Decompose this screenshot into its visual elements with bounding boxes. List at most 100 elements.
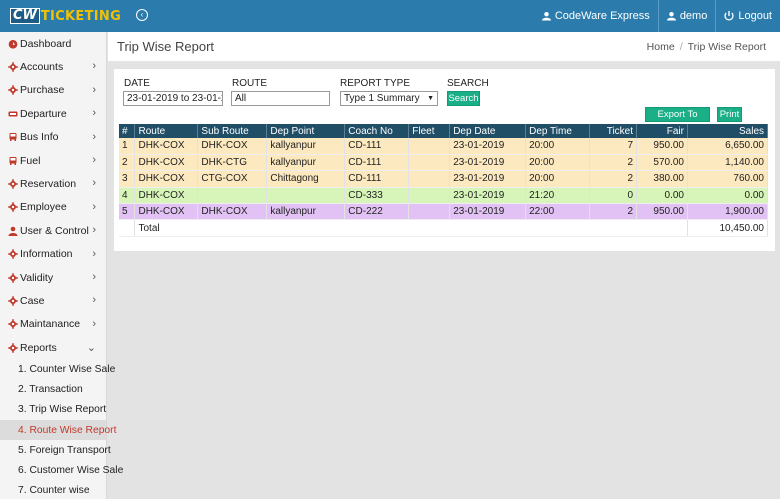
column-header[interactable]: Sales — [687, 124, 769, 138]
table-cell: 0.00 — [687, 187, 769, 205]
user-menu[interactable]: demo — [657, 0, 716, 32]
table-row: 3 DHK-COX CTG-COX Chittagong CD-111 23-01-201… — [119, 170, 769, 188]
sidebar-item-case[interactable]: Case › — [0, 289, 106, 312]
breadcrumb: Home / Trip Wise Report — [647, 41, 766, 53]
sidebar-subitem[interactable]: 5. Foreign Transport — [18, 444, 111, 456]
table-row: 1 DHK-COX DHK-COX kallyanpur CD-111 23-01-201… — [119, 138, 769, 155]
total-label: Total — [134, 219, 688, 237]
chevron-right-icon: › — [92, 177, 96, 190]
table-cell: DHK-CTG — [197, 154, 268, 172]
sidebar-item-purchase[interactable]: Purchase › — [0, 79, 106, 102]
table-cell: 2 — [589, 170, 638, 188]
table-cell: CD-222 — [344, 203, 410, 221]
sidebar-subitem[interactable]: 7. Counter wise — [18, 485, 90, 497]
sidebar-item-label: Case — [20, 294, 45, 307]
logout-label: Logout — [738, 10, 772, 22]
table-cell: 2 — [589, 203, 638, 221]
sidebar-item-bus-info[interactable]: Bus Info › — [0, 126, 106, 149]
column-header[interactable]: Route — [134, 124, 199, 138]
table-cell: 23-01-2019 — [449, 154, 527, 172]
company-menu[interactable]: CodeWare Express — [534, 0, 658, 32]
column-header[interactable]: Coach No — [344, 124, 410, 138]
search-label: SEARCH — [447, 78, 489, 89]
sidebar-item-accounts[interactable]: Accounts › — [0, 55, 106, 78]
sidebar-item-dashboard[interactable]: Dashboard — [0, 32, 106, 55]
sidebar-item-label: Employee — [20, 201, 67, 214]
app-logo[interactable]: CW TICKETING — [10, 7, 121, 25]
total-sales: 10,450.00 — [687, 219, 769, 237]
breadcrumb-separator: / — [679, 41, 683, 53]
route-label: ROUTE — [232, 78, 267, 89]
table-cell: CD-333 — [344, 187, 410, 205]
sidebar-item-validity[interactable]: Validity › — [0, 266, 106, 289]
table-cell: DHK-COX — [134, 187, 199, 205]
table-cell — [408, 154, 451, 172]
company-name: CodeWare Express — [554, 10, 650, 22]
table-row: 2 DHK-COX DHK-CTG kallyanpur CD-111 23-01-201… — [119, 154, 769, 172]
table-cell — [408, 187, 451, 205]
column-header[interactable]: Fleet — [408, 124, 451, 138]
sidebar-subitem[interactable]: 2. Transaction — [18, 384, 83, 396]
search-button[interactable]: Search — [447, 91, 480, 106]
table-cell: 950.00 — [636, 203, 688, 221]
trip-report-table: # Route Sub Route Dep Point Coach No Fleet Dep… — [119, 124, 769, 237]
table-row: 4 DHK-COX CD-333 23-01-2019 21:20 0 0.00 0.00 — [119, 187, 769, 205]
column-header[interactable]: # — [119, 124, 136, 138]
table-cell: 950.00 — [636, 138, 688, 155]
sidebar-item-departure[interactable]: Departure › — [0, 102, 106, 125]
sidebar-subitem[interactable]: 6. Customer Wise Sale — [18, 465, 124, 476]
sidebar-item-reservation[interactable]: Reservation › — [0, 172, 106, 195]
print-button[interactable]: Print — [717, 107, 742, 122]
sidebar-item-information[interactable]: Information › — [0, 243, 106, 266]
table-cell: 1,900.00 — [687, 203, 769, 221]
user-icon — [7, 225, 18, 236]
sidebar-item-employee[interactable]: Employee › — [0, 196, 106, 219]
column-header[interactable]: Ticket — [589, 124, 638, 138]
table-cell: kallyanpur — [266, 138, 346, 155]
chevron-right-icon: › — [92, 153, 96, 166]
table-cell: 20:00 — [525, 154, 591, 172]
table-cell: kallyanpur — [266, 154, 346, 172]
date-range-input[interactable]: 23-01-2019 to 23-01-20 — [123, 91, 223, 106]
sidebar-item-label: User & Control — [20, 224, 89, 237]
table-cell: 20:00 — [525, 138, 591, 155]
table-cell: Chittagong — [266, 170, 346, 188]
sidebar-item-reports[interactable]: Reports ⌄ — [0, 336, 106, 359]
sidebar-toggle-icon[interactable]: ‹ — [136, 9, 148, 21]
table-cell: 7 — [589, 138, 638, 155]
sidebar-item-label: Reservation — [20, 178, 77, 191]
export-excel-button[interactable]: Export To Excel — [645, 107, 710, 134]
report-type-select[interactable]: Type 1 Summary ▼ — [340, 91, 438, 106]
report-panel: DATE 23-01-2019 to 23-01-20 ROUTE All RE… — [114, 69, 775, 251]
dashboard-icon — [7, 38, 18, 49]
column-header[interactable]: Dep Time — [525, 124, 591, 138]
column-header[interactable]: Fair — [636, 124, 688, 138]
sidebar-subitem[interactable]: 3. Trip Wise Report — [18, 404, 107, 416]
total-row: Total 10,450.00 — [119, 219, 769, 237]
report-type-label: REPORT TYPE — [340, 78, 411, 89]
sidebar-subitem[interactable]: 1. Counter Wise Sale — [18, 364, 116, 376]
gear-icon — [7, 202, 18, 213]
column-header[interactable]: Dep Point — [266, 124, 346, 138]
table-cell: 20:00 — [525, 170, 591, 188]
table-cell — [408, 170, 451, 188]
gear-icon — [7, 85, 18, 96]
table-cell: 21:20 — [525, 187, 591, 205]
table-cell: 5 — [119, 203, 136, 221]
logout-button[interactable]: Logout — [715, 0, 780, 32]
sidebar-item-user-control[interactable]: User & Control › — [0, 219, 106, 242]
table-cell: 380.00 — [636, 170, 688, 188]
table-cell: 23-01-2019 — [449, 170, 527, 188]
sidebar-subitem[interactable]: 4. Route Wise Report — [0, 420, 116, 441]
route-input[interactable]: All — [231, 91, 330, 106]
column-header[interactable]: Sub Route — [197, 124, 268, 138]
breadcrumb-home[interactable]: Home — [646, 41, 675, 53]
sidebar-item-label: Validity — [20, 271, 54, 284]
sidebar-item-fuel[interactable]: Fuel › — [0, 149, 106, 172]
table-cell — [266, 187, 346, 205]
gear-icon — [7, 179, 18, 190]
chevron-right-icon: › — [92, 317, 96, 330]
column-header[interactable]: Dep Date — [449, 124, 527, 138]
sidebar-item-maintanance[interactable]: Maintanance › — [0, 313, 106, 336]
table-cell: DHK-COX — [134, 170, 199, 188]
